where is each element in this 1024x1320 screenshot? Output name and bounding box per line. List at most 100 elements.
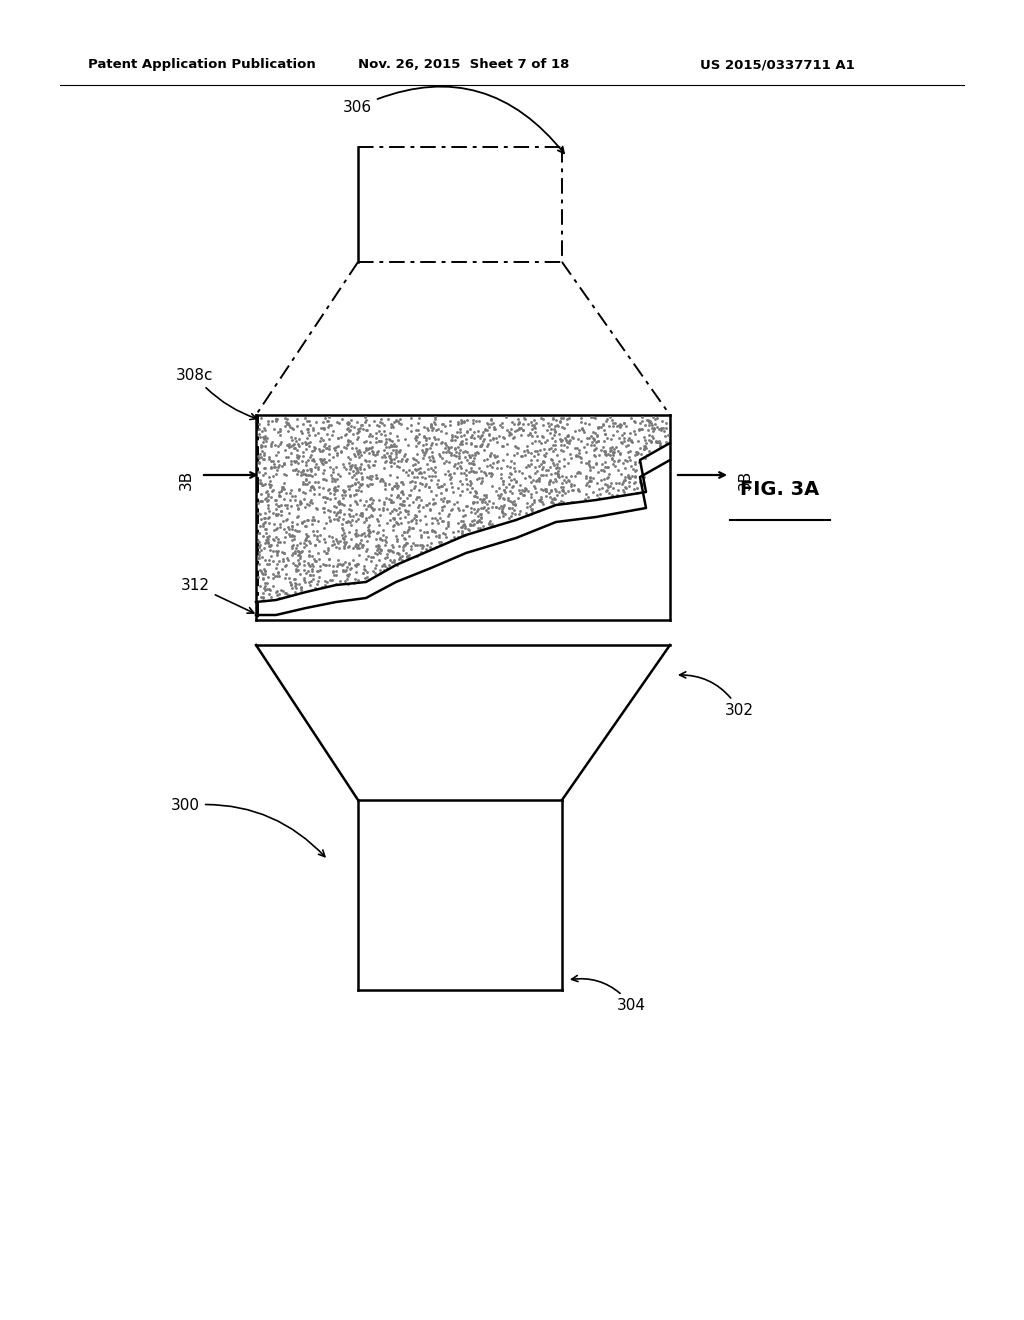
Point (269, 581, 286, 602)
Point (255, 426, 271, 447)
Point (539, 429, 555, 450)
Point (262, 436, 279, 457)
Point (553, 434, 569, 455)
Point (444, 521, 461, 543)
Point (258, 487, 274, 508)
Point (481, 490, 498, 511)
Point (291, 554, 307, 576)
Point (347, 437, 364, 458)
Point (530, 500, 547, 521)
Point (390, 536, 407, 557)
Point (376, 414, 392, 436)
Point (372, 528, 388, 549)
Point (430, 512, 446, 533)
Point (336, 528, 352, 549)
Point (290, 498, 306, 519)
Point (389, 504, 406, 525)
Point (514, 479, 530, 500)
Point (512, 474, 528, 495)
Point (395, 535, 412, 556)
Point (547, 438, 563, 459)
Point (414, 535, 430, 556)
Point (579, 473, 595, 494)
Point (307, 535, 324, 556)
Point (521, 422, 538, 444)
Point (563, 473, 580, 494)
Point (319, 540, 336, 561)
Point (368, 422, 384, 444)
Point (362, 550, 379, 572)
Point (349, 479, 366, 500)
Point (289, 446, 305, 467)
Point (263, 457, 280, 478)
Point (624, 432, 640, 453)
Point (603, 440, 620, 461)
Point (546, 487, 562, 508)
Point (457, 524, 473, 545)
Point (264, 480, 281, 502)
Point (469, 491, 485, 512)
Point (587, 408, 603, 429)
Point (397, 543, 414, 564)
Point (349, 492, 366, 513)
Point (505, 494, 521, 515)
Point (316, 449, 333, 470)
Point (362, 469, 379, 490)
Point (501, 421, 517, 442)
Point (321, 449, 337, 470)
Point (532, 433, 549, 454)
Point (652, 434, 669, 455)
Point (467, 502, 483, 523)
Point (294, 413, 310, 434)
Point (345, 506, 361, 527)
Point (597, 441, 613, 462)
Point (376, 440, 392, 461)
Point (318, 411, 335, 432)
Point (598, 409, 614, 430)
Point (369, 508, 385, 529)
Point (659, 424, 676, 445)
Point (549, 484, 565, 506)
Point (337, 561, 353, 582)
Point (458, 496, 474, 517)
Point (423, 414, 439, 436)
Point (287, 554, 303, 576)
Point (287, 428, 303, 449)
Point (510, 487, 526, 508)
Point (386, 436, 402, 457)
Point (317, 532, 334, 553)
Point (495, 436, 511, 457)
Point (336, 457, 352, 478)
Point (585, 455, 601, 477)
Point (280, 434, 296, 455)
Point (424, 442, 440, 463)
Point (391, 548, 408, 569)
Point (283, 454, 299, 475)
Point (501, 473, 517, 494)
Point (321, 438, 337, 459)
Point (604, 447, 621, 469)
Point (477, 463, 494, 484)
Point (288, 560, 304, 581)
Point (304, 558, 321, 579)
Point (271, 587, 288, 609)
Point (285, 553, 301, 574)
Point (398, 546, 415, 568)
Point (350, 444, 367, 465)
Point (477, 491, 494, 512)
Point (257, 561, 273, 582)
Point (304, 449, 321, 470)
Point (478, 487, 495, 508)
Point (616, 430, 633, 451)
Point (360, 523, 377, 544)
Point (400, 494, 417, 515)
Point (258, 553, 274, 574)
Point (348, 561, 365, 582)
Point (400, 434, 417, 455)
Point (479, 449, 496, 470)
Point (383, 484, 399, 506)
Point (525, 470, 542, 491)
Point (394, 537, 411, 558)
Point (257, 430, 273, 451)
Point (484, 428, 501, 449)
